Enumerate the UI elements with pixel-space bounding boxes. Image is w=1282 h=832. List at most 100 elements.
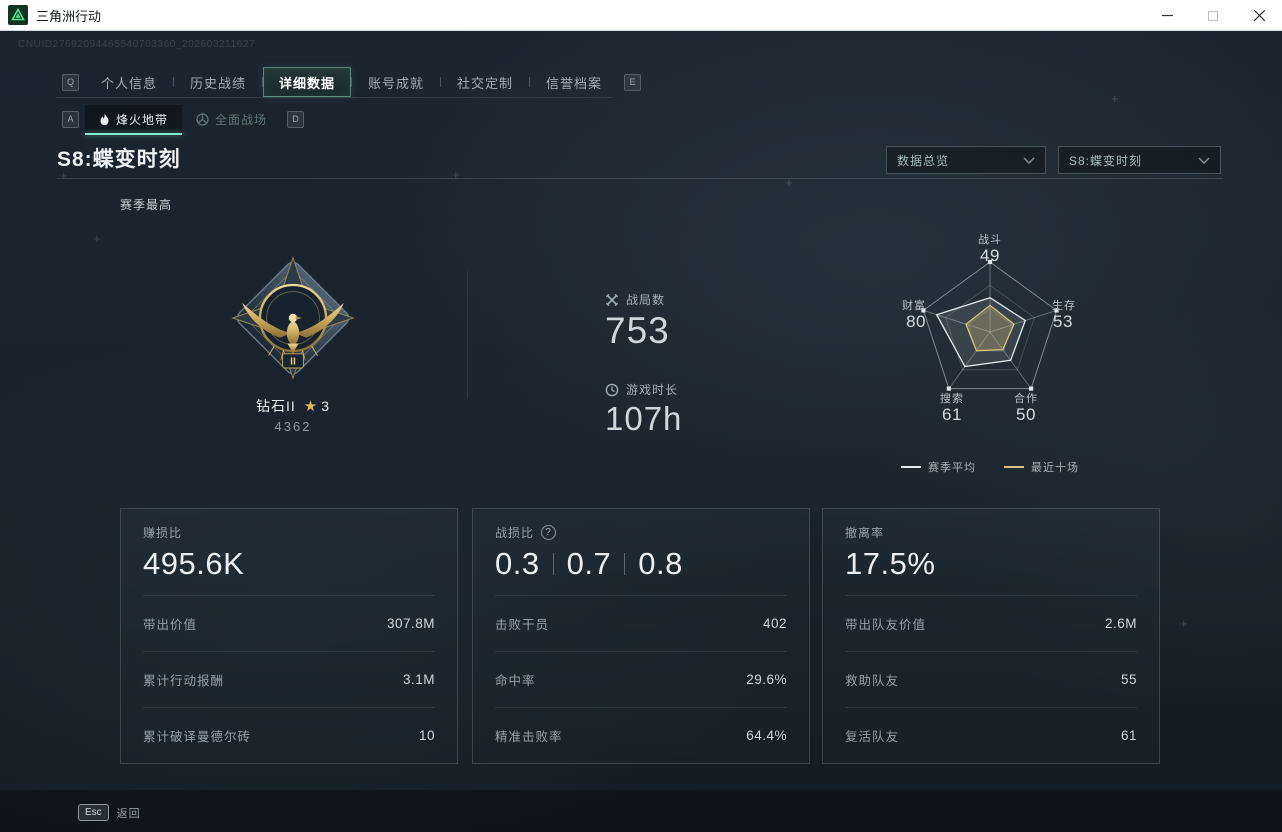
- row-value: 29.6%: [746, 672, 787, 687]
- rank-medal: II: [227, 252, 359, 384]
- row-value: 55: [1120, 672, 1137, 687]
- medal-numeral: II: [290, 357, 296, 368]
- tab-detailed-stats[interactable]: 详细数据: [263, 67, 351, 97]
- esc-key-hint: Esc: [78, 804, 109, 821]
- row-value: 3.1M: [402, 672, 435, 687]
- playtime-label: 游戏时长: [626, 383, 679, 397]
- season-best-label: 赛季最高: [120, 198, 173, 212]
- main-tabbar: Q 个人信息 历史战绩 详细数据 账号成就 社交定制 信誉档案 E: [56, 67, 647, 97]
- row-value: 307.8M: [386, 616, 435, 631]
- extraction-card: 撤离率 17.5% 带出队友价值 2.6M 救助队友 55 复活队友 61: [822, 508, 1160, 764]
- card-title: 战损比: [495, 526, 535, 540]
- radar-axis-value: 61: [942, 405, 962, 424]
- stat-row: 精准击败率 64.4%: [495, 707, 787, 763]
- clock-icon: [605, 383, 619, 396]
- decor-cross: +: [1111, 91, 1119, 106]
- kd-ratio-card: 战损比 ? 0.3 0.7 0.8 击败干员 402 命中率 29.6% 精准击败率…: [472, 508, 810, 764]
- stat-row: 命中率 29.6%: [495, 651, 787, 707]
- rank-star-icon: ★: [303, 398, 319, 415]
- battlefield-icon: [196, 112, 209, 126]
- radar-axis-label: 合作: [1014, 393, 1038, 405]
- legend-label: 赛季平均: [928, 462, 976, 474]
- help-icon[interactable]: ?: [541, 525, 557, 540]
- chevron-down-icon: [1023, 156, 1035, 164]
- tab-divider: [440, 77, 441, 87]
- tab-reputation[interactable]: 信誉档案: [545, 75, 602, 91]
- subtab-warfare[interactable]: 全面战场: [182, 105, 281, 133]
- rank-line: 钻石II ★ 3: [193, 396, 393, 416]
- legend-swatch: [901, 466, 921, 468]
- tab-personal-info[interactable]: 个人信息: [100, 75, 157, 91]
- rank-points: 4362: [274, 419, 312, 434]
- radar-axis-value: 80: [906, 312, 926, 331]
- minimize-button[interactable]: [1144, 0, 1190, 31]
- chevron-down-icon: [1198, 156, 1210, 164]
- tab-social[interactable]: 社交定制: [456, 75, 513, 91]
- stat-row: 复活队友 61: [845, 707, 1137, 763]
- tab-achievements[interactable]: 账号成就: [367, 75, 424, 91]
- tabbar-underline: [56, 97, 612, 98]
- kd-value-3: 0.8: [638, 546, 683, 581]
- card-value: 0.3 0.7 0.8: [495, 546, 787, 582]
- row-label: 累计行动报酬: [143, 674, 225, 688]
- next-tab-key-hint[interactable]: E: [624, 73, 641, 91]
- radar-legend: 赛季平均 最近十场: [865, 459, 1115, 475]
- playtime-value: 107h: [605, 400, 683, 437]
- app-logo-icon: [8, 5, 28, 25]
- row-label: 救助队友: [845, 674, 900, 688]
- row-value: 61: [1120, 728, 1137, 743]
- window-title: 三角洲行动: [36, 8, 102, 24]
- radar-axis-label: 战斗: [978, 234, 1002, 246]
- legend-swatch: [1004, 466, 1024, 468]
- next-subtab-key-hint[interactable]: D: [287, 110, 305, 128]
- radar-axis-value: 49: [980, 246, 1000, 265]
- data-scope-dropdown[interactable]: 数据总览: [886, 146, 1046, 174]
- playtime-stat: 游戏时长 107h: [605, 381, 682, 438]
- flame-icon: [100, 113, 109, 125]
- tab-match-history[interactable]: 历史战绩: [189, 75, 246, 91]
- matches-stat: 战局数 753: [605, 291, 670, 352]
- mode-subtabbar: A 烽火地带 全面战场 D: [56, 105, 310, 135]
- card-value: 17.5%: [845, 546, 936, 581]
- matches-label: 战局数: [626, 293, 666, 307]
- kd-value-1: 0.3: [495, 546, 540, 581]
- back-label: 返回: [116, 807, 141, 820]
- value-divider: [624, 553, 626, 575]
- kd-value-2: 0.7: [566, 546, 612, 581]
- prev-subtab-key-hint[interactable]: A: [62, 110, 79, 128]
- card-value: 495.6K: [143, 546, 245, 581]
- row-value: 402: [762, 616, 787, 631]
- footer-strip: [0, 790, 1282, 832]
- rank-name: 钻石II: [255, 398, 296, 414]
- radar-axis-value: 53: [1053, 312, 1073, 331]
- value-divider: [552, 553, 554, 575]
- tab-divider: [262, 77, 263, 87]
- legend-season-average: 赛季平均: [901, 459, 976, 475]
- close-button[interactable]: [1236, 0, 1282, 31]
- row-label: 带出价值: [143, 618, 198, 632]
- stat-row: 累计行动报酬 3.1M: [143, 651, 435, 707]
- decor-cross: +: [93, 231, 101, 246]
- tab-divider: [351, 77, 352, 87]
- radar-axis-label: 财富: [902, 300, 926, 312]
- dropdown-value: 数据总览: [897, 153, 950, 168]
- crossed-swords-icon: [605, 293, 619, 306]
- vertical-divider: [467, 271, 468, 399]
- card-title: 撤离率: [845, 526, 885, 540]
- decor-cross: +: [452, 167, 460, 182]
- row-label: 命中率: [495, 674, 536, 688]
- row-value: 64.4%: [746, 728, 787, 743]
- row-label: 复活队友: [845, 730, 900, 744]
- tab-divider: [173, 77, 174, 87]
- radar-axis-label: 生存: [1052, 300, 1076, 312]
- maximize-button[interactable]: [1190, 0, 1236, 31]
- legend-label: 最近十场: [1031, 462, 1079, 474]
- prev-tab-key-hint[interactable]: Q: [62, 73, 79, 91]
- profit-loss-card: 赚损比 495.6K 带出价值 307.8M 累计行动报酬 3.1M 累计破译曼德尔…: [120, 508, 458, 764]
- subtab-hazard-zone[interactable]: 烽火地带: [85, 105, 183, 135]
- row-label: 累计破译曼德尔砖: [143, 730, 252, 744]
- row-label: 带出队友价值: [845, 618, 927, 632]
- season-select-dropdown[interactable]: S8:蝶变时刻: [1058, 146, 1221, 174]
- back-button[interactable]: Esc 返回: [78, 804, 141, 821]
- subtab-label: 全面战场: [215, 112, 268, 127]
